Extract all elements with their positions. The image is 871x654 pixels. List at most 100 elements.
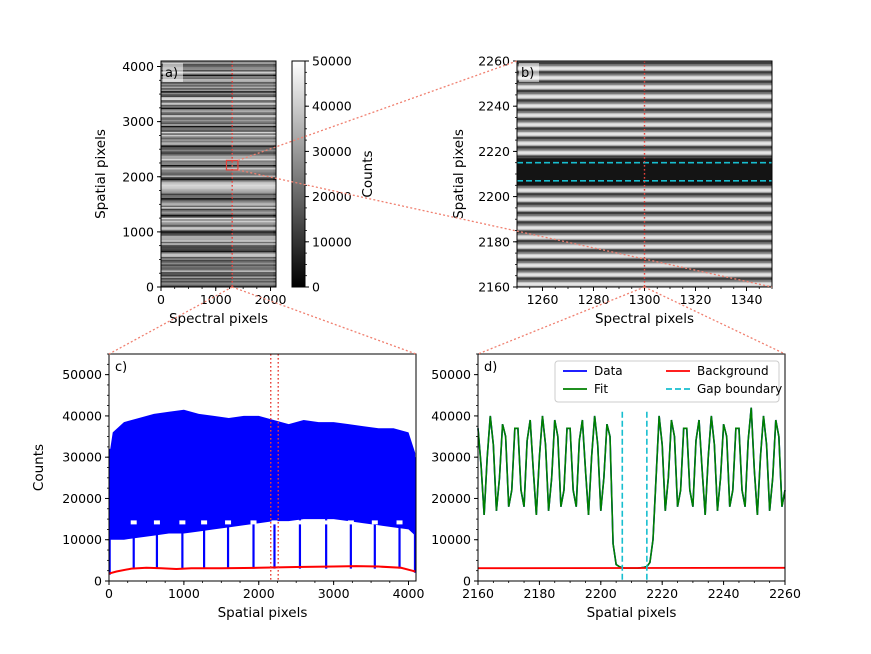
a-image-row <box>161 208 276 211</box>
a-image-row <box>161 82 276 84</box>
a-image-row <box>161 264 276 267</box>
a-image-rows <box>161 61 276 288</box>
a-image-row <box>161 256 276 259</box>
b-x-axis-label: Spectral pixels <box>595 311 694 327</box>
c-data-envelope <box>109 409 416 540</box>
a-x-axis-label: Spectral pixels <box>169 311 268 327</box>
a-image-row <box>161 190 276 193</box>
a-image-row <box>161 133 276 136</box>
a-image-row <box>161 202 276 205</box>
a-image-row <box>161 237 276 240</box>
a-image-row <box>161 216 276 219</box>
y-tick-label: 0 <box>463 574 471 589</box>
a-image-row <box>161 229 276 232</box>
a-image-row <box>161 68 276 71</box>
a-image-row <box>161 89 276 92</box>
a-image-row <box>161 268 276 271</box>
a-image-row <box>161 70 276 72</box>
a-image-row <box>161 151 276 154</box>
a-image-row <box>161 104 276 107</box>
c-panel-tag: c) <box>115 360 127 375</box>
a-image-row <box>161 174 276 176</box>
panel-d-fit: 2160 2180 2200 2220 2240 2260 0 10000 20000 30000… <box>431 353 801 621</box>
y-tick-label: 1000 <box>122 224 154 239</box>
a-image-row <box>161 217 276 220</box>
y-tick-label: 30000 <box>431 450 471 465</box>
x-tick-label: 1260 <box>527 292 559 307</box>
y-tick-label: 20000 <box>62 491 102 506</box>
a-image-row <box>161 175 276 178</box>
connector-a-to-c-right <box>231 286 417 355</box>
a-image-row <box>161 246 276 249</box>
b-y-axis-label: Spatial pixels <box>451 129 467 219</box>
a-image-row <box>161 255 276 258</box>
c-ticks: 0 1000 2000 3000 400001000020000300004000050… <box>62 353 425 601</box>
a-image-row <box>161 270 276 273</box>
b-panel-tag: b) <box>521 66 534 81</box>
a-image-row <box>161 122 276 125</box>
colorbar-tick-label: 40000 <box>312 99 352 114</box>
a-image-row <box>161 94 276 97</box>
x-tick-label: 4000 <box>393 586 425 601</box>
a-image-row <box>161 225 276 228</box>
a-image-row <box>161 247 276 250</box>
a-image-row <box>161 139 276 142</box>
a-image-row <box>161 267 276 270</box>
a-image-row <box>161 210 276 213</box>
a-image-row <box>161 184 276 187</box>
a-image-row <box>161 219 276 222</box>
y-tick-label: 40000 <box>62 408 102 423</box>
y-tick-label: 50000 <box>431 367 471 382</box>
a-image-row <box>161 259 276 262</box>
a-image-row <box>161 265 276 268</box>
a-image-row <box>161 145 276 148</box>
a-image-row <box>161 207 276 210</box>
a-image-row <box>161 167 276 170</box>
a-image-row <box>161 130 276 133</box>
x-tick-label: 2000 <box>255 292 287 307</box>
a-image-row <box>161 65 276 68</box>
panel-c-profile: 0 1000 2000 3000 400001000020000300004000050… <box>31 353 425 621</box>
a-axes-frame <box>160 60 277 288</box>
x-tick-label: 2000 <box>243 586 275 601</box>
a-image-row <box>161 88 276 91</box>
legend-label-background: Background <box>697 364 769 378</box>
a-image-row <box>161 85 276 88</box>
a-image-row <box>161 198 276 201</box>
a-image-row <box>161 134 276 137</box>
colorbar: 0 10000 20000 30000 40000 50000 Counts <box>291 54 376 295</box>
a-image-row <box>161 136 276 139</box>
colorbar-tick-label: 30000 <box>312 144 352 159</box>
a-image-row <box>161 186 276 188</box>
a-image-row <box>161 274 276 277</box>
a-image-row <box>161 64 276 66</box>
x-tick-label: 1000 <box>200 292 232 307</box>
a-image-row <box>161 170 276 173</box>
a-image-row <box>161 73 276 75</box>
a-image-row <box>161 62 276 65</box>
a-image-row <box>161 95 276 98</box>
a-y-axis-label: Spatial pixels <box>93 129 109 219</box>
a-image-row <box>161 187 276 190</box>
y-tick-label: 2180 <box>478 234 510 249</box>
panel-a-spectral-image: 0 1000 2000 0 1000 2000 3000 4000 a) Spectral p… <box>93 59 286 327</box>
a-image-row <box>161 231 276 234</box>
a-image-row <box>161 196 276 199</box>
zoom-connector-lines <box>108 60 786 355</box>
a-image-row <box>161 119 276 122</box>
x-tick-label: 2180 <box>523 586 555 601</box>
a-image-row <box>161 178 276 181</box>
d-legend: Data Background Fit Gap boundary <box>554 360 782 403</box>
x-tick-label: 1280 <box>578 292 610 307</box>
a-image-row <box>161 283 276 286</box>
a-image-row <box>161 166 276 169</box>
a-image-row <box>161 113 276 116</box>
a-image-row <box>161 192 276 194</box>
a-zoom-box <box>225 159 239 171</box>
b-panel-tag-background <box>519 63 539 82</box>
a-image-row <box>161 238 276 241</box>
a-image-row <box>161 282 276 285</box>
connector-b-to-d-right <box>644 286 786 355</box>
a-image-row <box>161 115 276 118</box>
a-image-row <box>161 140 276 143</box>
